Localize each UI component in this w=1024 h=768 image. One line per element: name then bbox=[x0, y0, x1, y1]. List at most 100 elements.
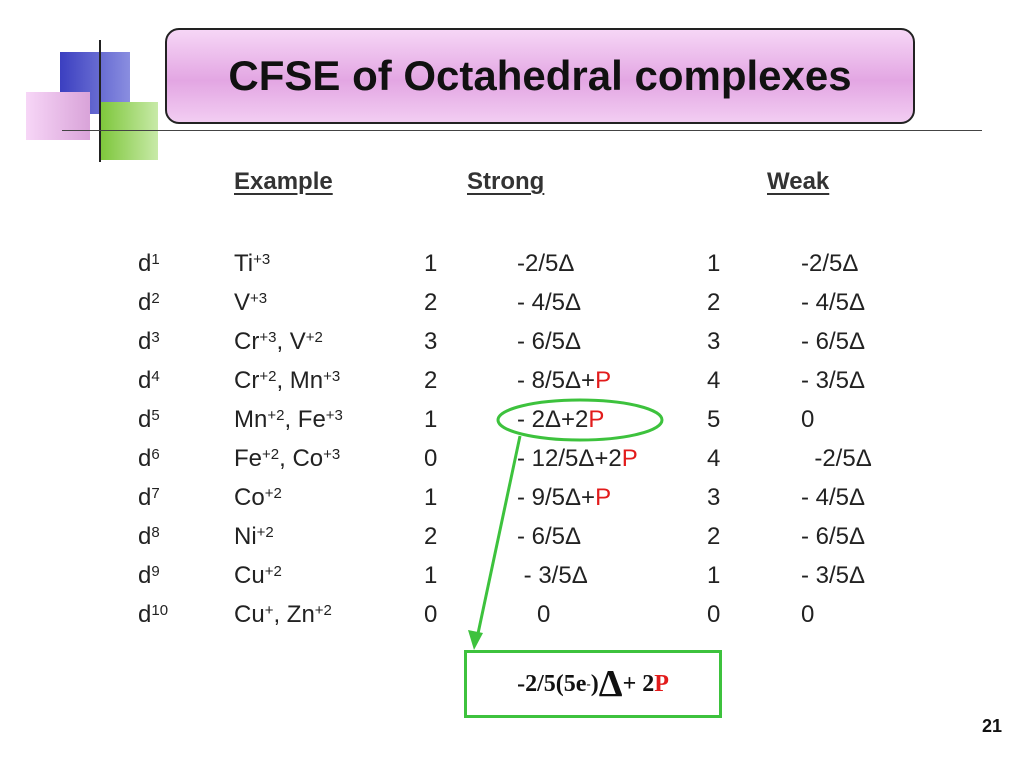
example-cell: Ti+3 bbox=[234, 250, 270, 278]
config-cell: d8 bbox=[138, 523, 160, 551]
config-cell: d4 bbox=[138, 367, 160, 395]
config-superscript: 10 bbox=[151, 602, 169, 619]
strong-cfse-cell: -2/5Δ bbox=[517, 250, 574, 278]
example-cell: Cu+2 bbox=[234, 562, 282, 590]
cfse-term: - 6/5Δ bbox=[517, 328, 582, 355]
config-cell: d2 bbox=[138, 289, 160, 317]
strong-electrons-cell: 0 bbox=[424, 445, 438, 472]
weak-electrons-cell: 0 bbox=[707, 601, 721, 628]
config-superscript: 9 bbox=[151, 563, 160, 580]
deco-horizontal-line bbox=[62, 130, 982, 131]
cfse-term: - 2Δ+2 bbox=[517, 406, 589, 433]
ion-charge: +2 bbox=[264, 563, 282, 580]
ion-charge: +2 bbox=[314, 602, 332, 619]
ion-symbol: Ti bbox=[234, 250, 254, 277]
pairing-energy-p: P bbox=[588, 406, 605, 433]
ion-symbol: Cr bbox=[234, 367, 260, 394]
weak-cfse-cell: - 4/5Δ bbox=[801, 289, 866, 316]
header-example: Example bbox=[234, 168, 333, 195]
config-superscript: 3 bbox=[151, 329, 160, 346]
pairing-energy-p: P bbox=[621, 445, 638, 472]
config-cell: d5 bbox=[138, 406, 160, 434]
config-superscript: 4 bbox=[151, 368, 160, 385]
ion-symbol: Cu bbox=[234, 562, 265, 589]
ion-charge: +2 bbox=[259, 368, 277, 385]
formula-part1: -2/5(5e bbox=[517, 670, 587, 697]
config-cell: d1 bbox=[138, 250, 160, 278]
example-cell: Co+2 bbox=[234, 484, 282, 512]
config-superscript: 5 bbox=[151, 407, 160, 424]
strong-cfse-cell: - 12/5Δ+2P bbox=[517, 445, 638, 473]
ion-charge: +3 bbox=[250, 290, 268, 307]
ion-symbol: , Mn bbox=[276, 367, 324, 394]
strong-electrons-cell: 1 bbox=[424, 250, 438, 277]
cfse-term: 0 bbox=[517, 601, 551, 628]
weak-electrons-cell: 1 bbox=[707, 250, 721, 277]
weak-electrons-cell: 3 bbox=[707, 328, 721, 355]
formula-delta: Δ bbox=[598, 663, 623, 705]
config-letter: d bbox=[138, 406, 152, 433]
ion-charge: +3 bbox=[325, 407, 343, 424]
ion-symbol: Mn bbox=[234, 406, 268, 433]
strong-cfse-cell: - 8/5Δ+P bbox=[517, 367, 611, 395]
strong-cfse-cell: - 3/5Δ bbox=[517, 562, 588, 590]
config-letter: d bbox=[138, 250, 152, 277]
config-cell: d10 bbox=[138, 601, 168, 629]
ion-charge: +3 bbox=[253, 251, 271, 268]
formula-electron-sup: - bbox=[586, 676, 591, 691]
ion-charge: +2 bbox=[264, 485, 282, 502]
strong-electrons-cell: 2 bbox=[424, 367, 438, 394]
example-cell: Mn+2, Fe+3 bbox=[234, 406, 343, 434]
ion-charge: +3 bbox=[323, 446, 341, 463]
strong-cfse-cell: - 6/5Δ bbox=[517, 523, 581, 551]
ion-symbol: Cu bbox=[234, 601, 265, 628]
config-letter: d bbox=[138, 562, 152, 589]
page-number: 21 bbox=[981, 716, 1002, 736]
weak-cfse-cell: - 4/5Δ bbox=[801, 484, 866, 511]
weak-electrons-cell: 2 bbox=[707, 523, 721, 550]
deco-green-square bbox=[100, 102, 158, 160]
config-letter: d bbox=[138, 367, 152, 394]
config-cell: d6 bbox=[138, 445, 160, 473]
config-superscript: 7 bbox=[151, 485, 160, 502]
strong-cfse-cell: - 6/5Δ bbox=[517, 328, 581, 356]
config-cell: d7 bbox=[138, 484, 160, 512]
example-cell: Cr+3, V+2 bbox=[234, 328, 323, 356]
config-letter: d bbox=[138, 289, 152, 316]
weak-cfse-cell: - 6/5Δ bbox=[801, 523, 866, 550]
ion-symbol: Co bbox=[234, 484, 265, 511]
config-superscript: 2 bbox=[151, 290, 160, 307]
config-cell: d3 bbox=[138, 328, 160, 356]
config-superscript: 1 bbox=[151, 251, 160, 268]
ion-charge: +2 bbox=[262, 446, 280, 463]
weak-cfse-cell: - 6/5Δ bbox=[801, 328, 866, 355]
strong-cfse-cell: - 4/5Δ bbox=[517, 289, 581, 317]
header-strong: Strong bbox=[467, 168, 545, 195]
pairing-energy-p: P bbox=[595, 484, 612, 511]
config-letter: d bbox=[138, 523, 152, 550]
config-superscript: 8 bbox=[151, 524, 160, 541]
strong-electrons-cell: 1 bbox=[424, 484, 438, 511]
cfse-term: - 12/5Δ+2 bbox=[517, 445, 622, 472]
ion-symbol: , V bbox=[276, 328, 306, 355]
cfse-term: -2/5Δ bbox=[517, 250, 575, 277]
cfse-term: - 9/5Δ+ bbox=[517, 484, 596, 511]
strong-electrons-cell: 3 bbox=[424, 328, 438, 355]
config-letter: d bbox=[138, 484, 152, 511]
weak-electrons-cell: 3 bbox=[707, 484, 721, 511]
ion-symbol: , Zn bbox=[273, 601, 315, 628]
weak-electrons-cell: 2 bbox=[707, 289, 721, 316]
pairing-energy-p: P bbox=[595, 367, 612, 394]
config-superscript: 6 bbox=[151, 446, 160, 463]
strong-electrons-cell: 0 bbox=[424, 601, 438, 628]
ion-charge: + bbox=[264, 602, 274, 619]
ion-charge: +2 bbox=[267, 407, 285, 424]
strong-cfse-cell: - 2Δ+2P bbox=[517, 406, 604, 434]
cfse-term: - 6/5Δ bbox=[517, 523, 582, 550]
formula-part3: + 2 bbox=[622, 670, 655, 697]
ion-symbol: Fe bbox=[234, 445, 263, 472]
example-cell: Cu+, Zn+2 bbox=[234, 601, 332, 629]
weak-cfse-cell: - 3/5Δ bbox=[801, 367, 866, 394]
weak-cfse-cell: 0 bbox=[801, 406, 815, 433]
deco-pink-square bbox=[26, 92, 90, 140]
